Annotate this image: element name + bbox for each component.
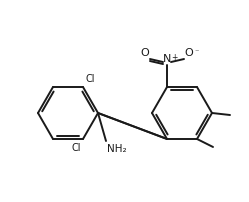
Text: O: O <box>141 48 149 58</box>
Text: N: N <box>163 54 171 64</box>
Text: O: O <box>185 48 193 58</box>
Text: ⁻: ⁻ <box>194 47 198 56</box>
Text: Cl: Cl <box>85 74 95 84</box>
Text: +: + <box>171 53 177 62</box>
Text: Cl: Cl <box>71 143 81 153</box>
Text: NH₂: NH₂ <box>107 144 127 154</box>
